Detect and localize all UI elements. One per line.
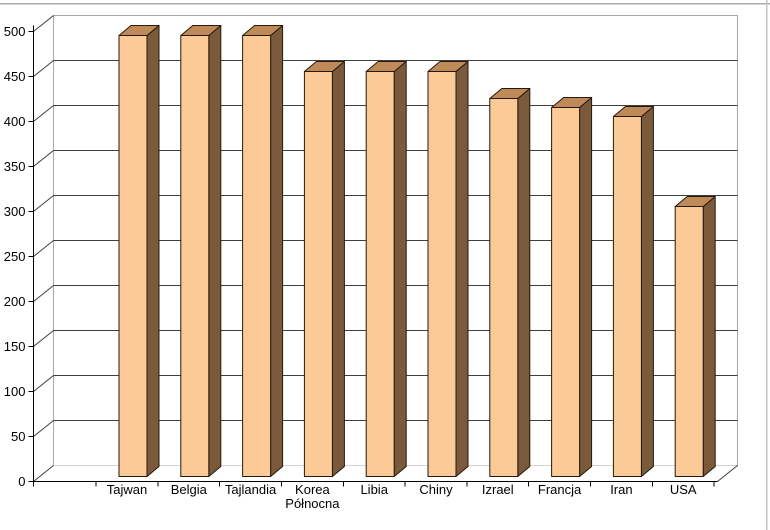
y-tick-label-0: 0 [18,474,25,489]
y-tick-connector-450 [33,60,54,77]
bar-belgia-front-face [180,35,210,477]
y-tick-label-100: 100 [4,384,26,399]
bar-tajwan-side-face [146,25,160,477]
bar-izrael-front-face [489,98,519,477]
y-tick-label-200: 200 [4,294,26,309]
category-label-libia: Libia [360,482,388,497]
y-tick-label-350: 350 [4,159,26,174]
y-tick-label-250: 250 [4,249,26,264]
bar-libia-side-face [393,61,407,477]
category-label-izrael: Izrael [482,482,514,497]
y-tick-label-400: 400 [4,114,26,129]
bar-usa-front-face [674,206,704,477]
bar-iran-front-face [612,116,642,477]
y-tick-connector-50 [33,420,54,437]
bar-tajwan-front-face [118,35,148,477]
category-label-tajlandia: Tajlandia [225,482,277,497]
category-label-iran: Iran [610,482,632,497]
y-tick-connector-500 [33,15,54,32]
bar-tajlandia-front-face [242,35,272,477]
bar-chiny-front-face [427,71,457,477]
floor-right-edge [717,465,738,482]
y-tick-label-300: 300 [4,204,26,219]
y-tick-connector-300 [33,195,54,212]
bar-usa-side-face [702,196,716,477]
category-label-francja: Francja [538,482,582,497]
bar-tajlandia-side-face [270,25,284,477]
y-tick-label-500: 500 [4,24,26,39]
bar-libia-front-face [365,71,395,477]
y-tick-label-50: 50 [11,429,25,444]
y-tick-connector-200 [33,285,54,302]
y-tick-label-150: 150 [4,339,26,354]
y-tick-connector-150 [33,330,54,347]
category-label-belgia: Belgia [171,482,208,497]
y-tick-label-450: 450 [4,69,26,84]
bar-chiny-side-face [455,61,469,477]
category-label-tajwan: Tajwan [107,482,147,497]
y-tick-connector-0 [33,465,54,482]
category-label-korea-polnocna-line2: Północna [285,496,340,511]
bar-francja-side-face [579,97,593,477]
bar-iran-side-face [640,106,654,477]
category-label-korea-polnocna-line1: Korea [295,482,330,497]
y-tick-connector-250 [33,240,54,257]
y-tick-connector-100 [33,375,54,392]
category-label-usa: USA [670,482,697,497]
y-tick-connector-350 [33,150,54,167]
y-tick-connector-400 [33,105,54,122]
bar-korea-polnocna-front-face [303,71,333,477]
category-label-chiny: Chiny [419,482,453,497]
bar-belgia-side-face [208,25,222,477]
bar-francja-front-face [551,107,581,477]
bar-izrael-side-face [517,88,531,477]
bar-korea-polnocna-side-face [331,61,345,477]
